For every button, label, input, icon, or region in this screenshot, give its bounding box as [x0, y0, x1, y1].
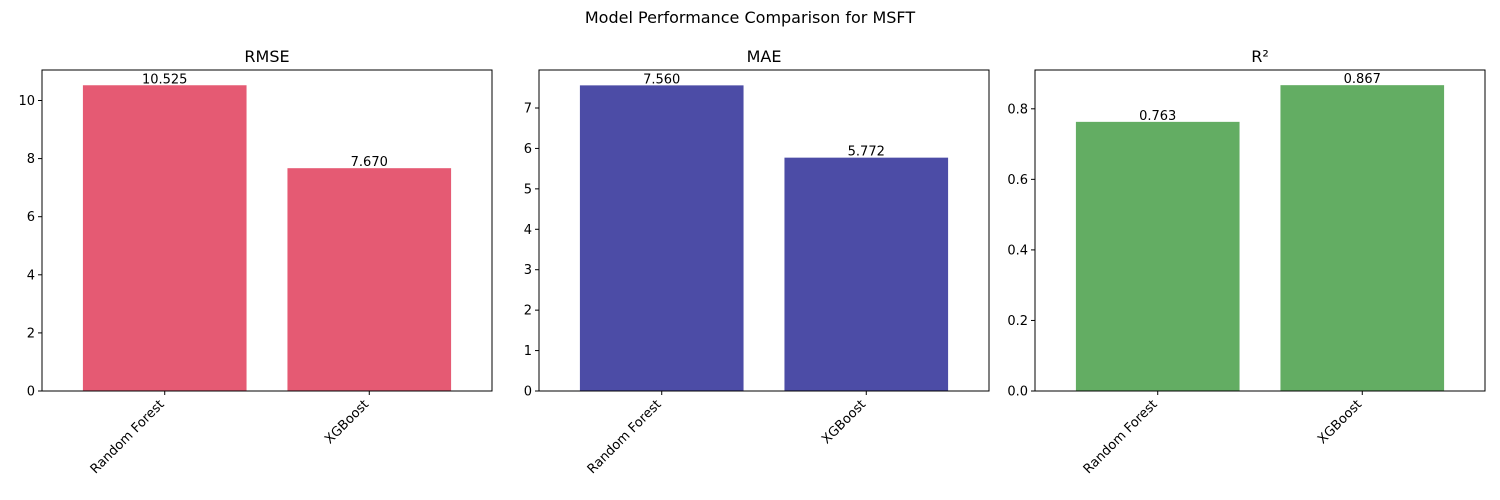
x-tick-label: XGBoost: [322, 397, 372, 447]
axes-frame: [538, 69, 990, 392]
value-label: 10.525: [142, 72, 188, 87]
y-tick-label: 0.0: [1007, 385, 1028, 400]
subplot-title: R²: [1251, 47, 1269, 66]
value-label: 0.867: [1344, 72, 1381, 87]
value-label: 5.772: [848, 145, 885, 160]
bar-xgboost: [784, 157, 949, 391]
value-label: 7.560: [643, 72, 680, 87]
y-tick-label: 2: [27, 326, 35, 341]
x-tick-label: Random Forest: [585, 397, 665, 477]
subplot-title: RMSE: [244, 47, 289, 66]
bar-random-forest: [579, 85, 744, 391]
y-tick-label: 4: [524, 223, 532, 238]
y-tick-label: 1: [524, 344, 532, 359]
y-tick-label: 0: [27, 385, 35, 400]
y-tick-label: 0.8: [1007, 102, 1028, 117]
y-tick-label: 10: [18, 94, 35, 109]
subplot-mae: 7.560 5.772 0 1 2 3 4 5 6 7 Random Forest XGBoost MA…: [524, 47, 990, 477]
subplot-title: MAE: [747, 47, 782, 66]
y-tick-label: 5: [524, 182, 532, 197]
y-tick-label: 6: [524, 142, 532, 157]
axes-frame: [41, 69, 493, 392]
subplot-rmse: 10.525 7.670 0 2 4 6 8 10 Random Forest XGBoost RM…: [18, 47, 493, 477]
value-label: 7.670: [351, 155, 388, 170]
x-tick-label: XGBoost: [1315, 397, 1365, 447]
value-label: 0.763: [1139, 109, 1176, 124]
bar-xgboost: [1280, 85, 1445, 392]
subplot-r-: 0.763 0.867 0.0 0.2 0.4 0.6 0.8 Random Forest XG…: [1007, 47, 1486, 477]
y-tick-label: 0.2: [1007, 314, 1028, 329]
bar-random-forest: [1075, 121, 1240, 391]
y-tick-label: 6: [27, 210, 35, 225]
x-tick-label: Random Forest: [1081, 397, 1161, 477]
x-tick-label: XGBoost: [819, 397, 869, 447]
y-tick-label: 4: [27, 268, 35, 283]
bar-xgboost: [287, 168, 452, 391]
y-tick-label: 8: [27, 152, 35, 167]
y-tick-label: 0.4: [1007, 243, 1028, 258]
figure-title: Model Performance Comparison for MSFT: [584, 8, 916, 27]
y-tick-label: 0.6: [1007, 173, 1028, 188]
axes-frame: [1034, 69, 1486, 392]
y-tick-label: 2: [524, 304, 532, 319]
y-tick-label: 0: [524, 385, 532, 400]
y-tick-label: 7: [524, 102, 532, 117]
x-tick-label: Random Forest: [88, 397, 168, 477]
y-tick-label: 3: [524, 263, 532, 278]
bar-random-forest: [82, 85, 247, 391]
